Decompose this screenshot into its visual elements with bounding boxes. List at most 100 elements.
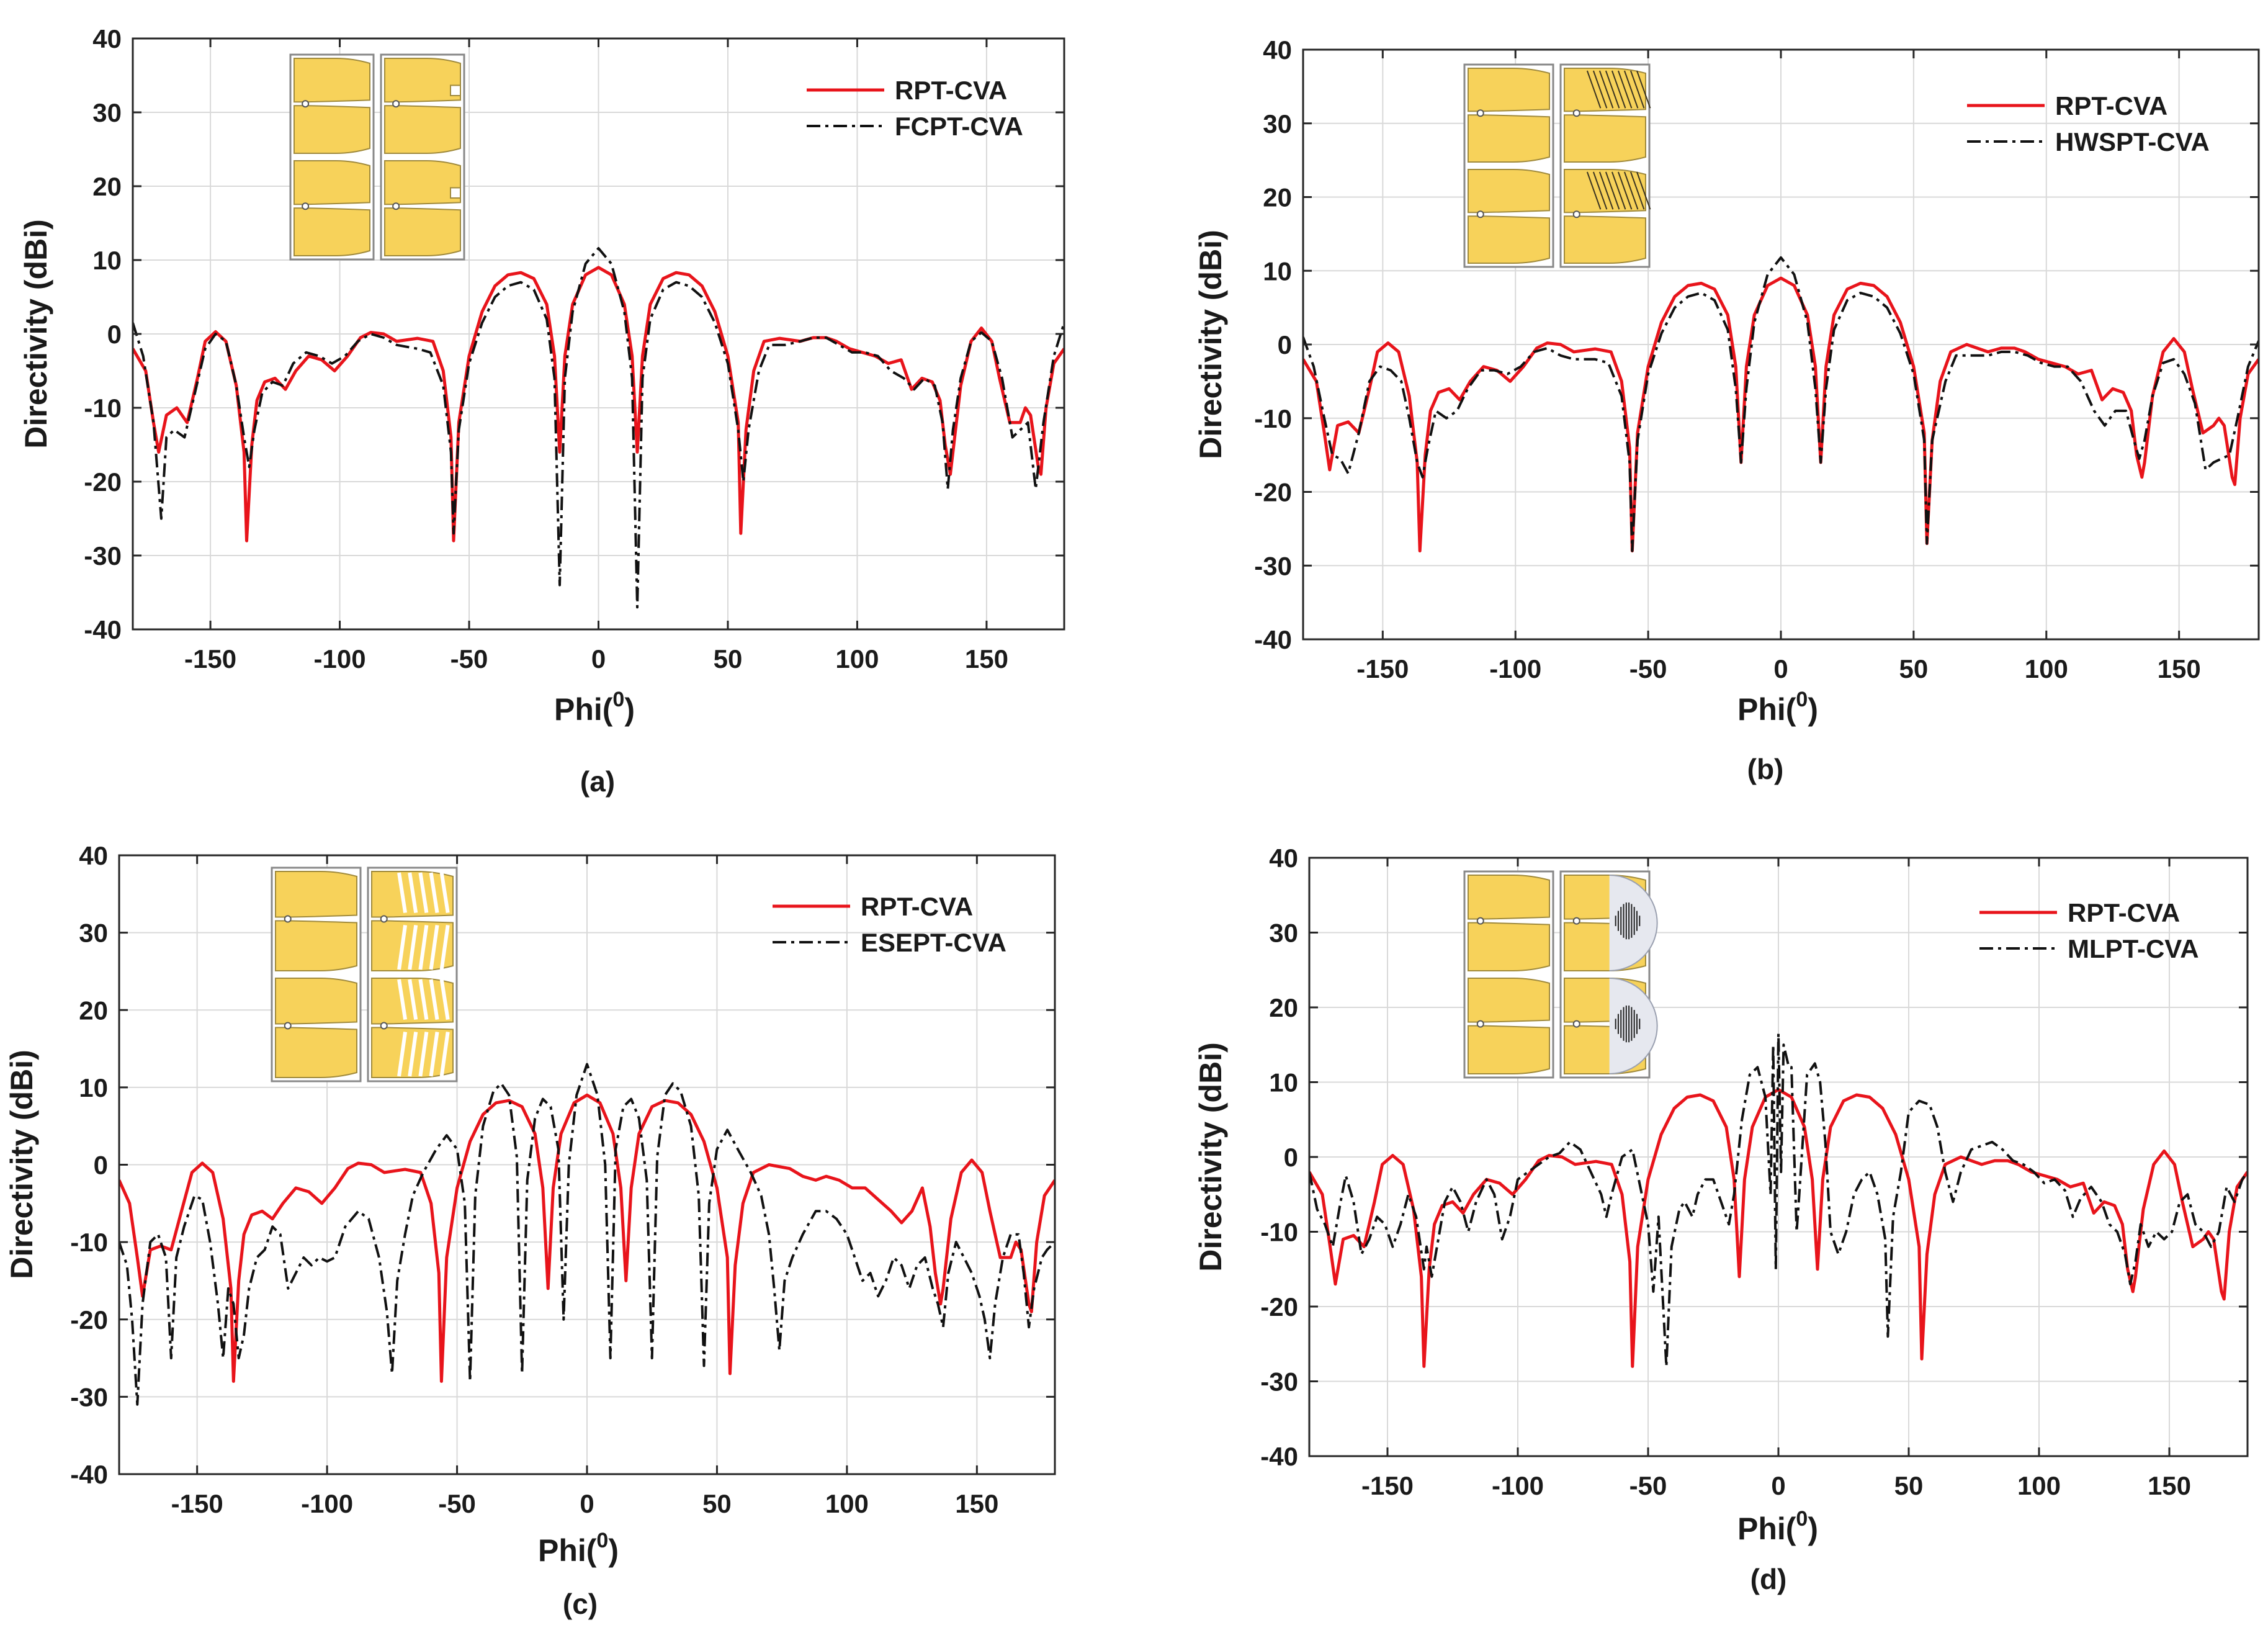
feed-point	[380, 915, 388, 923]
y-tick-label: -20	[70, 1305, 108, 1334]
slot-line	[418, 1032, 429, 1077]
y-tick-label: 20	[1269, 993, 1298, 1022]
slot-line	[397, 979, 408, 1020]
slot-line	[439, 1032, 450, 1077]
y-tick-label: 40	[1269, 844, 1298, 873]
slot-line	[397, 1032, 408, 1077]
x-tick-label: -50	[438, 1489, 476, 1518]
y-tick-label: -40	[70, 1460, 108, 1489]
y-tick-label: -10	[1260, 1218, 1298, 1247]
slot-line	[1618, 171, 1633, 210]
slot-line	[408, 979, 418, 1020]
feed-point	[302, 100, 310, 108]
y-tick-label: 40	[92, 24, 122, 53]
y-tick-label: -20	[1260, 1292, 1298, 1321]
x-tick-label: -100	[301, 1489, 353, 1518]
x-tick-label: 0	[591, 644, 606, 673]
slot-line	[429, 872, 439, 914]
legend-label: ESEPT-CVA	[861, 928, 1006, 957]
y-tick-label: 40	[79, 841, 108, 870]
x-tick-label: 0	[580, 1489, 594, 1518]
antenna-patch	[294, 58, 370, 154]
slot-line	[1618, 70, 1633, 109]
x-tick-label: -50	[1629, 654, 1667, 683]
y-tick-label: -30	[84, 541, 122, 570]
x-tick-label: 50	[702, 1489, 732, 1518]
legend-label: RPT-CVA	[2055, 91, 2167, 120]
series-line-mlpt-cva	[1309, 1032, 2248, 1368]
y-tick-label: 0	[107, 320, 122, 349]
feed-point	[1572, 1020, 1580, 1028]
antenna-patch	[275, 978, 357, 1078]
x-tick-label: 50	[714, 644, 743, 673]
y-tick-label: -10	[1254, 404, 1292, 433]
feed-point	[284, 915, 292, 923]
x-tick-label: 50	[1899, 654, 1929, 683]
y-tick-label: 10	[1263, 256, 1292, 286]
antenna-inset	[271, 866, 458, 1082]
slot-line	[408, 1032, 418, 1077]
x-tick-label: -50	[1629, 1471, 1667, 1500]
slot-line	[418, 979, 429, 1020]
feed-point	[1572, 917, 1580, 925]
series-line-esept-cva	[119, 1063, 1055, 1406]
series-line-rpt-cva	[133, 266, 1064, 542]
slot-line	[1592, 70, 1608, 109]
y-tick-label: 0	[1278, 330, 1292, 359]
feed-point	[1476, 210, 1484, 218]
legend-label: RPT-CVA	[895, 76, 1007, 105]
feed-point	[1476, 1020, 1484, 1028]
x-tick-label: 0	[1773, 654, 1788, 683]
slot-line	[397, 925, 408, 970]
antenna-patch	[294, 160, 370, 256]
y-tick-label: -40	[84, 615, 122, 644]
x-tick-label: 150	[955, 1489, 998, 1518]
x-tick-label: 150	[2158, 654, 2201, 683]
x-tick-label: -150	[1356, 654, 1409, 683]
slot-line	[1598, 70, 1614, 109]
x-axis-label-close: )	[1808, 692, 1818, 727]
x-tick-label: 150	[965, 644, 1008, 673]
slot-line	[1630, 171, 1645, 210]
slot-line	[439, 872, 450, 914]
x-axis-label-close: )	[1808, 1511, 1818, 1546]
slot-line	[1592, 171, 1608, 210]
notch	[450, 84, 461, 96]
y-tick-label: 0	[1284, 1143, 1298, 1172]
x-tick-label: 100	[2025, 654, 2068, 683]
x-tick-label: -150	[1361, 1471, 1414, 1500]
x-tick-label: -100	[1489, 654, 1541, 683]
panel-a: -150 -100 -50 0 50 100 150-40-30-20-1001020304…	[19, 24, 1065, 798]
x-axis-label-main: Phi(	[1737, 692, 1796, 727]
slot-line	[429, 925, 439, 970]
y-axis-label: Directivity (dBi)	[1193, 1042, 1228, 1272]
slot-line	[1624, 171, 1639, 210]
x-axis-label-main: Phi(	[1737, 1511, 1796, 1546]
y-tick-label: 20	[79, 996, 108, 1025]
panel-caption: (d)	[1750, 1563, 1787, 1595]
antenna-patch	[1468, 169, 1550, 264]
feed-point	[302, 202, 310, 210]
slot-line	[408, 872, 418, 914]
feed-point	[392, 202, 400, 210]
legend-label: RPT-CVA	[2068, 898, 2180, 927]
series-line-rpt-cva	[119, 1093, 1055, 1383]
y-axis-label: Directivity (dBi)	[4, 1050, 39, 1279]
x-axis-label-sup: 0	[596, 1529, 608, 1552]
notch	[450, 187, 461, 199]
y-tick-label: 10	[92, 246, 122, 275]
series-line-fcpt-cva	[133, 247, 1064, 609]
antenna-inset	[1463, 870, 1658, 1079]
y-tick-label: 10	[79, 1073, 108, 1102]
panel-caption: (c)	[563, 1588, 598, 1620]
legend-label: HWSPT-CVA	[2055, 127, 2210, 156]
antenna-patch	[1468, 68, 1550, 163]
x-axis-label-main: Phi(	[554, 692, 613, 727]
series-line-rpt-cva	[1303, 276, 2259, 552]
slot-line	[1630, 70, 1645, 109]
x-axis-label-close: )	[624, 692, 635, 727]
antenna-patch	[1468, 875, 1550, 971]
legend-label: MLPT-CVA	[2068, 934, 2199, 963]
panel-d: -150 -100 -50 0 50 100 150-40-30-20-1001020304…	[1193, 844, 2249, 1595]
